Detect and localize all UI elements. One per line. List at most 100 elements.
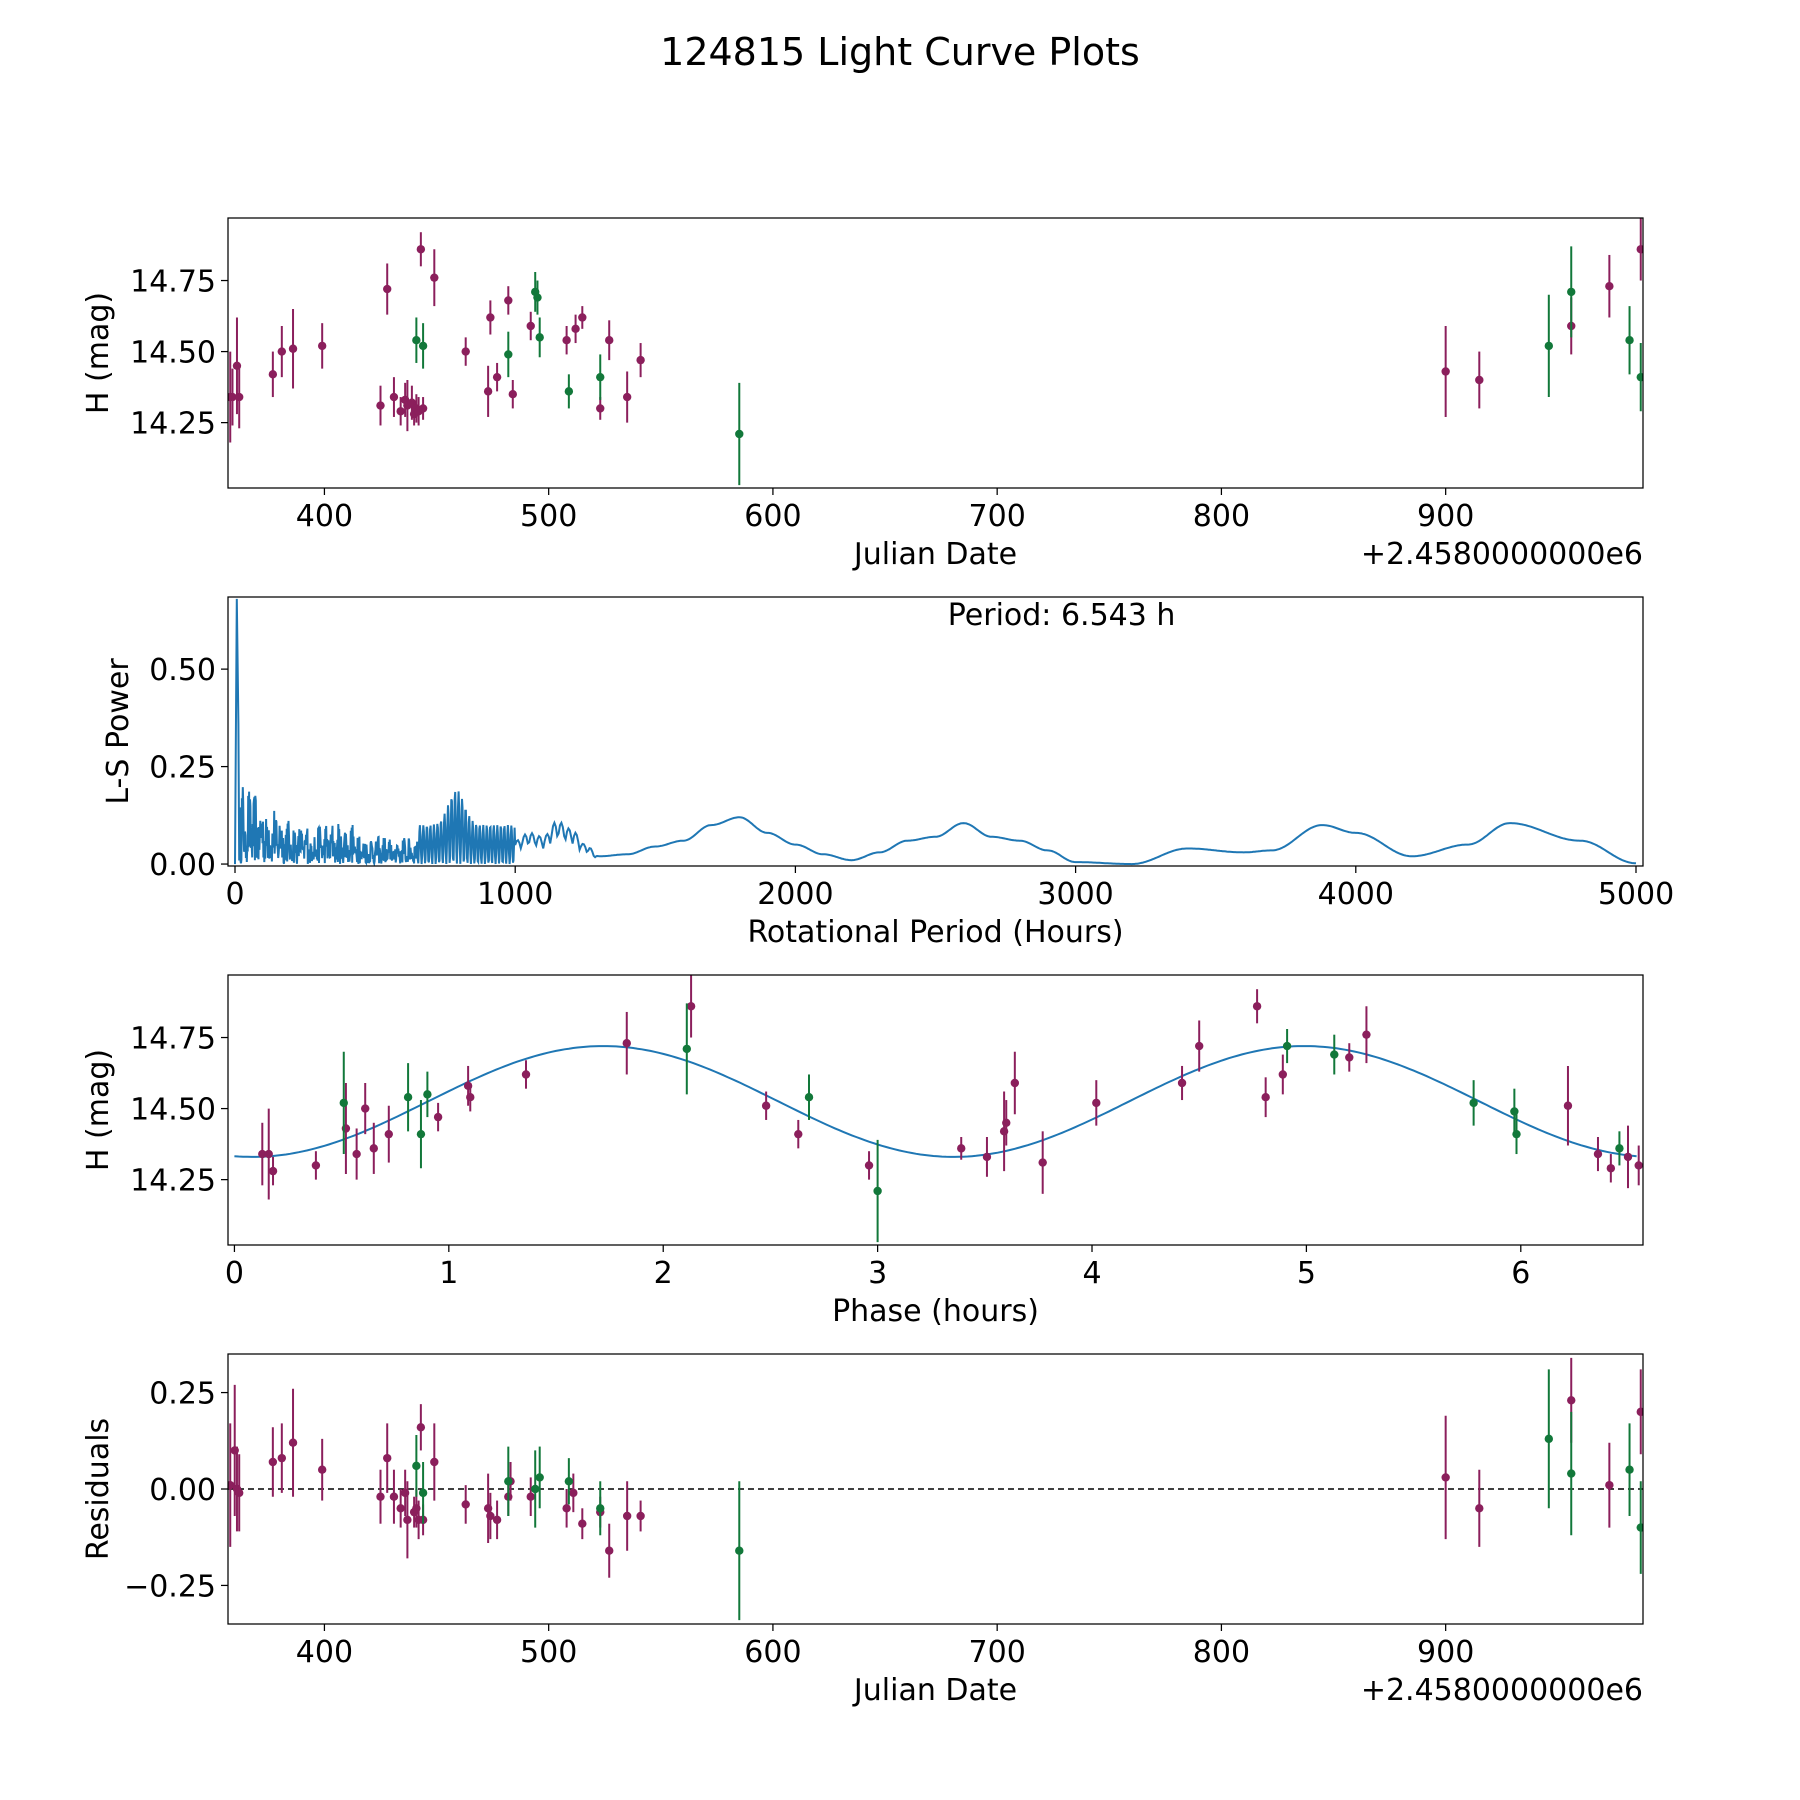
data-point [1195,1041,1204,1051]
data-point [416,1129,426,1139]
data-point [461,347,470,356]
x-tick-label: 5000 [1598,877,1674,912]
x-tick-label: 1 [439,1256,458,1291]
data-point [403,1093,413,1102]
data-point [508,390,517,399]
plot-area [234,598,1637,866]
axes-frame [227,974,1644,1246]
data-point [466,1093,475,1102]
data-point [396,1504,405,1513]
y-tick-label: 0.50 [149,653,216,688]
data-point [383,284,392,294]
y-tick-label: 0.25 [149,1377,216,1412]
data-point [235,392,244,402]
data-point [596,404,605,413]
data-point [1345,1053,1354,1062]
data-point [384,1129,393,1139]
data-point [1177,1078,1187,1088]
y-tick-label: 14.50 [130,1093,216,1128]
data-point [1636,245,1643,254]
data-point [418,1488,428,1498]
x-tick-label: 4 [1082,1256,1101,1291]
data-point [264,1149,273,1159]
data-point [526,321,535,331]
data-point [1636,1523,1643,1532]
data-point [1475,375,1484,385]
data-point [596,1504,605,1513]
y-tick-label: 14.50 [130,336,216,371]
data-point [461,1500,470,1509]
data-point [1282,1041,1292,1051]
residuals-panel: 400 500 600 700 800 900 −0.25 0.00 0.25 Julian Da… [81,1353,1644,1708]
periodogram-line [234,598,1637,866]
data-point [636,355,645,365]
y-tick-label: 14.75 [130,265,216,300]
y-axis-label: Residuals [81,1418,116,1560]
x-tick-label: 0 [225,877,244,912]
x-tick-label: 900 [1417,499,1474,534]
data-point [416,245,426,254]
data-point [761,1101,771,1110]
data-point [228,1480,235,1490]
data-point [504,1477,513,1486]
data-point [1475,1504,1484,1513]
data-point [1512,1129,1521,1139]
x-tick-label: 0 [225,1256,244,1291]
data-point [486,313,495,322]
data-point [430,1457,439,1467]
data-point [492,372,502,382]
data-point [1544,341,1554,351]
data-point [228,392,237,402]
data-point [1038,1158,1047,1167]
data-point [492,1515,502,1525]
data-point [1623,1152,1633,1162]
y-axis-label: H (mag) [81,292,116,414]
x-tick-label: 400 [296,499,353,534]
data-point [1636,372,1643,382]
data-point [564,387,574,396]
data-point [418,341,428,351]
y-tick-label: 14.25 [130,407,216,442]
data-point [277,1453,287,1463]
data-point [735,429,744,439]
data-point [1441,1473,1450,1482]
data-point [1544,1434,1554,1444]
lightcurve-panel: 400 500 600 700 800 900 14.25 14.50 14.75 Julian … [81,217,1644,572]
data-point [1252,1002,1262,1011]
axes-frame [227,596,1644,867]
data-point [423,1090,432,1099]
data-point [578,313,587,322]
data-point [288,344,298,353]
data-point [562,1504,571,1513]
data-point [982,1152,992,1162]
data-point [957,1144,966,1153]
data-point [1615,1144,1624,1153]
x-tick-label: 700 [969,499,1026,534]
data-point [1563,1101,1573,1110]
data-point [636,1511,645,1521]
data-point [1636,1407,1643,1417]
y-tick-label: 0.25 [149,751,216,786]
data-point [403,1515,412,1525]
data-point [596,372,605,382]
x-axis-label: Rotational Period (Hours) [747,915,1123,950]
data-point [396,407,405,416]
data-point [1606,1164,1616,1173]
data-point [504,350,513,359]
data-point [416,1423,426,1432]
data-point [682,1044,692,1054]
x-tick-label: 6 [1511,1256,1530,1291]
data-point [1605,1480,1614,1490]
data-point [389,1492,399,1501]
data-point [339,1098,348,1108]
x-axis-label: Julian Date [852,537,1017,572]
y-tick-label: 0.00 [149,848,216,883]
x-axis-label: Julian Date [852,1673,1017,1708]
x-tick-label: 400 [296,1635,353,1670]
x-offset-text: +2.4580000000e6 [1361,537,1643,572]
data-point [562,336,571,345]
data-point [1510,1107,1519,1116]
y-tick-label: −0.25 [124,1569,216,1604]
figure-title: 124815 Light Curve Plots [660,30,1140,74]
x-tick-label: 3000 [1037,877,1113,912]
